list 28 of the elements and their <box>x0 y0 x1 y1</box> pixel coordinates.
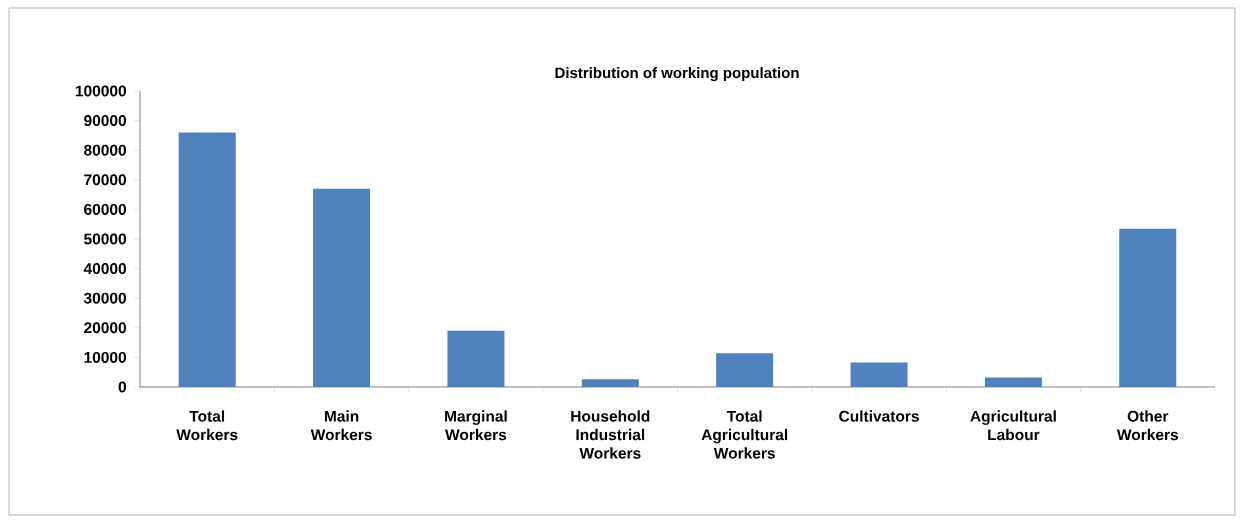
chart-title: Distribution of working population <box>555 67 799 82</box>
bar <box>581 379 639 387</box>
x-tick-label: Household Industrial Workers <box>571 410 650 459</box>
bar <box>313 188 371 387</box>
y-tick-label: 100000 <box>75 85 126 97</box>
y-tick-label: 40000 <box>83 263 126 275</box>
bar <box>716 353 774 387</box>
x-tick-label: Total Agricultural Workers <box>701 410 788 459</box>
y-tick-label: 20000 <box>84 322 126 334</box>
y-tick-label: 10000 <box>84 351 126 363</box>
y-tick-label: 90000 <box>84 115 126 127</box>
x-tick-label: Main Workers <box>310 410 372 441</box>
bar <box>447 330 505 387</box>
x-tick-label: Agricultural Labour <box>970 410 1056 441</box>
x-tick-label: Cultivators <box>839 410 919 422</box>
bar <box>178 132 236 387</box>
y-tick-label: 70000 <box>84 174 126 186</box>
y-tick-label: 0 <box>118 381 127 393</box>
bar <box>850 362 908 387</box>
y-tick-label: 30000 <box>83 292 126 304</box>
bar <box>984 377 1042 387</box>
x-tick-label: Marginal Workers <box>445 410 507 441</box>
y-tick-label: 80000 <box>84 144 126 156</box>
bar <box>1119 228 1177 387</box>
y-tick-label: 60000 <box>84 203 126 215</box>
x-tick-label: Total Workers <box>176 410 238 441</box>
y-tick-label: 50000 <box>84 233 126 245</box>
x-tick-label: Other Workers <box>1116 410 1179 441</box>
